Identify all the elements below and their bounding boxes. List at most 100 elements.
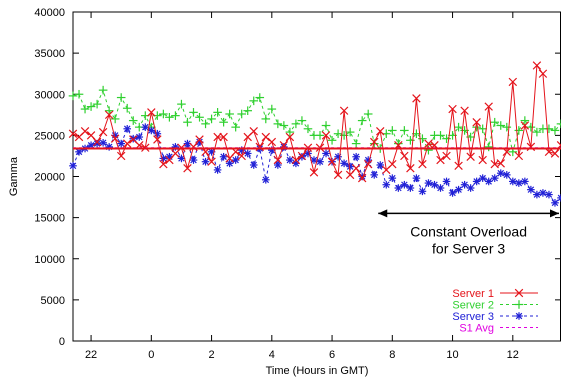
data-point-server-3 xyxy=(509,177,517,186)
marker-stroke xyxy=(443,178,450,185)
data-point-server-1 xyxy=(237,151,246,161)
marker-stroke xyxy=(515,179,523,187)
data-point-server-3 xyxy=(99,138,107,147)
data-point-server-1 xyxy=(550,149,560,158)
series-server-1 xyxy=(68,61,561,183)
data-point-server-1 xyxy=(538,69,548,78)
y-tick-label: 25000 xyxy=(34,130,65,142)
marker-stroke xyxy=(376,127,385,136)
data-point-server-2 xyxy=(321,121,331,130)
data-point-server-2 xyxy=(454,122,463,132)
data-point-server-1 xyxy=(460,106,469,115)
data-point-server-3 xyxy=(430,180,439,189)
data-point-server-1 xyxy=(514,151,524,161)
data-point-server-3 xyxy=(286,156,294,164)
data-point-server-3 xyxy=(502,171,511,179)
marker-stroke xyxy=(110,134,120,143)
marker-stroke xyxy=(183,164,192,173)
marker-stroke xyxy=(117,140,125,147)
data-point-server-2 xyxy=(279,121,289,130)
data-point-server-3 xyxy=(460,180,469,189)
marker-stroke xyxy=(297,151,307,161)
marker-stroke xyxy=(472,117,481,127)
data-point-server-2 xyxy=(74,89,84,99)
data-point-server-2 xyxy=(532,127,542,137)
legend-label: Server 1 xyxy=(452,288,494,300)
data-point-server-1 xyxy=(508,77,518,87)
data-point-server-1 xyxy=(213,132,222,142)
y-tick-label: 5000 xyxy=(41,295,65,307)
marker-stroke xyxy=(370,137,379,147)
data-point-server-1 xyxy=(472,117,481,127)
marker-stroke xyxy=(538,69,548,78)
marker-stroke xyxy=(261,132,271,142)
data-point-server-3 xyxy=(448,189,457,197)
marker-stroke xyxy=(184,140,191,147)
marker-stroke xyxy=(202,158,209,165)
data-point-server-2 xyxy=(171,111,180,120)
marker-stroke xyxy=(436,155,445,165)
marker-stroke xyxy=(68,129,78,138)
marker-stroke xyxy=(412,94,421,103)
series-line-server-3 xyxy=(72,126,561,204)
marker-stroke xyxy=(395,184,402,192)
marker-stroke xyxy=(413,174,420,182)
marker-stroke xyxy=(340,160,348,167)
data-point-server-3 xyxy=(69,162,77,170)
overload-arrow-head-right xyxy=(550,209,559,218)
data-point-server-2 xyxy=(261,114,271,124)
data-point-server-2 xyxy=(303,124,313,134)
marker-stroke xyxy=(232,156,239,164)
data-point-server-3 xyxy=(231,156,240,164)
data-point-server-1 xyxy=(400,151,409,161)
data-point-server-1 xyxy=(339,106,349,115)
data-point-server-1 xyxy=(249,127,258,136)
y-tick-label: 10000 xyxy=(34,254,65,266)
data-point-server-2 xyxy=(249,96,259,106)
data-point-server-3 xyxy=(527,185,535,194)
data-point-server-3 xyxy=(382,180,391,189)
data-point-server-2 xyxy=(327,136,337,145)
marker-stroke xyxy=(556,141,561,147)
data-point-server-1 xyxy=(351,164,361,173)
data-point-server-2 xyxy=(544,124,554,134)
marker-stroke xyxy=(327,157,337,166)
data-point-server-1 xyxy=(333,170,343,180)
data-point-server-2 xyxy=(122,103,132,113)
data-point-server-3 xyxy=(406,184,415,192)
data-point-server-2 xyxy=(357,116,367,125)
data-point-server-2 xyxy=(388,126,397,135)
marker-stroke xyxy=(503,171,511,179)
data-point-server-1 xyxy=(195,135,204,144)
y-tick-label: 20000 xyxy=(34,172,65,184)
data-point-server-2 xyxy=(490,117,500,127)
marker-stroke xyxy=(286,156,294,164)
marker-stroke xyxy=(407,184,414,192)
marker-stroke xyxy=(178,155,185,162)
data-point-server-3 xyxy=(141,123,150,131)
data-point-server-3 xyxy=(521,177,529,186)
data-point-server-3 xyxy=(322,149,330,158)
marker-stroke xyxy=(479,174,486,182)
x-tick-label: 8 xyxy=(389,349,395,361)
marker-stroke xyxy=(190,156,197,164)
data-point-server-1 xyxy=(532,61,542,70)
marker-stroke xyxy=(207,157,216,166)
marker-stroke xyxy=(557,194,561,199)
marker-stroke xyxy=(129,135,138,144)
data-point-server-3 xyxy=(201,157,210,166)
data-point-server-3 xyxy=(388,174,397,182)
marker-stroke xyxy=(449,189,456,197)
data-point-server-1 xyxy=(297,151,307,161)
data-point-server-2 xyxy=(213,108,222,117)
data-point-server-1 xyxy=(183,164,192,173)
data-point-server-1 xyxy=(80,127,90,136)
data-point-server-1 xyxy=(436,155,445,165)
data-point-server-2 xyxy=(189,108,198,117)
data-point-server-2 xyxy=(556,119,561,129)
marker-stroke xyxy=(153,135,162,144)
marker-stroke xyxy=(496,159,505,168)
series-server-3 xyxy=(69,123,561,207)
data-point-server-1 xyxy=(267,137,277,147)
data-point-server-3 xyxy=(177,154,186,163)
